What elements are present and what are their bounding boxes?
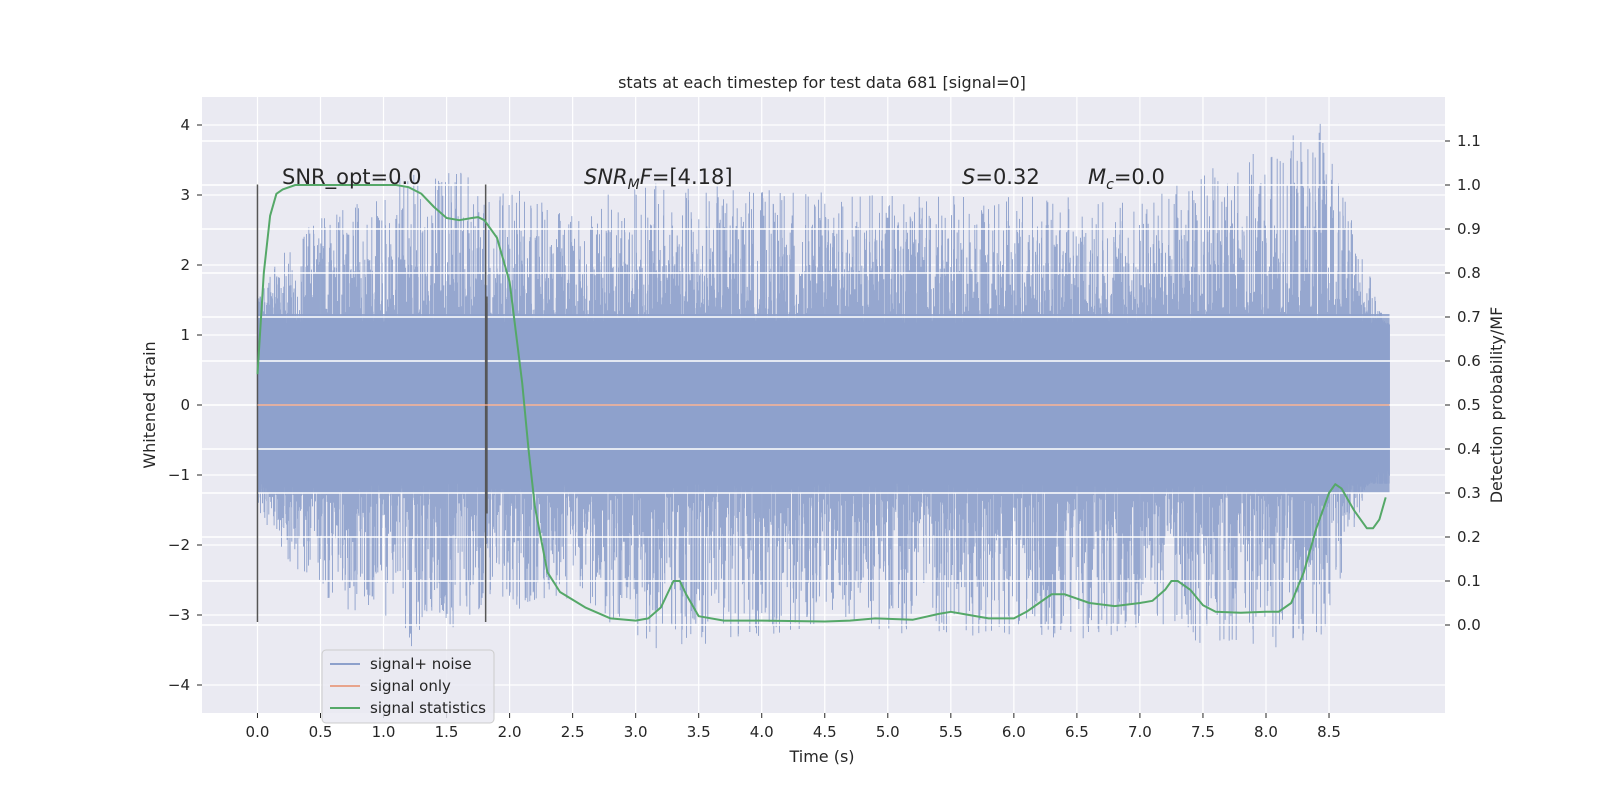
x-tick-label: 6.5	[1065, 723, 1089, 741]
x-tick-label: 7.5	[1191, 723, 1215, 741]
annotation-snr-mf: SNRMF=[4.18]	[584, 165, 733, 193]
tick-labels: 0.0 0.5 1.0 1.5 2.0 2.5 3.0 3.5 4.0 4.5 5.0 5.5 6.0 6…	[168, 116, 1481, 741]
y-left-tick-label: 1	[180, 326, 190, 344]
y-right-tick-label: 1.1	[1457, 132, 1481, 150]
y-right-tick-label: 0.8	[1457, 264, 1481, 282]
legend-box	[321, 649, 495, 724]
x-tick-label: 7.0	[1128, 723, 1152, 741]
x-tick-label: 8.0	[1254, 723, 1278, 741]
signal-statistics-series	[256, 184, 1387, 623]
x-tick-label: 2.0	[498, 723, 522, 741]
x-axis-label: Time (s)	[788, 747, 854, 766]
x-tick-label: 1.0	[372, 723, 396, 741]
y-axis-label-right: Detection probability/MF	[1487, 307, 1506, 504]
y-left-tick-label: 4	[180, 116, 190, 134]
y-left-tick-label: −3	[168, 606, 190, 624]
y-right-tick-label: 1.0	[1457, 176, 1481, 194]
x-tick-label: 3.0	[624, 723, 648, 741]
legend-label-signal: signal only	[370, 677, 451, 695]
legend-label-noise: signal+ noise	[370, 655, 472, 673]
y-axis-label-left: Whitened strain	[140, 341, 159, 468]
legend-label-statistics: signal statistics	[370, 699, 486, 717]
y-right-tick-label: 0.0	[1457, 616, 1481, 634]
y-left-tick-label: 2	[180, 256, 190, 274]
y-right-tick-label: 0.6	[1457, 352, 1481, 370]
y-right-tick-label: 0.4	[1457, 440, 1481, 458]
y-left-tick-label: −4	[168, 676, 190, 694]
annotation-snr-opt: SNR_opt=0.0	[282, 165, 422, 190]
annotation-s: S=0.32	[962, 165, 1040, 189]
y-right-tick-label: 0.2	[1457, 528, 1481, 546]
y-left-tick-label: −2	[168, 536, 190, 554]
annotation-mc: Mc=0.0	[1088, 165, 1165, 193]
y-right-tick-label: 0.7	[1457, 308, 1481, 326]
x-tick-label: 3.5	[687, 723, 711, 741]
x-tick-label: 2.5	[561, 723, 585, 741]
y-right-tick-label: 0.3	[1457, 484, 1481, 502]
x-tick-label: 5.0	[876, 723, 900, 741]
x-tick-label: 0.0	[246, 723, 270, 741]
x-tick-label: 8.5	[1317, 723, 1341, 741]
noise-series	[257, 123, 1390, 649]
y-left-tick-label: 3	[180, 186, 190, 204]
y-right-tick-label: 0.1	[1457, 572, 1481, 590]
x-tick-label: 1.5	[435, 723, 459, 741]
y-left-tick-label: −1	[168, 466, 190, 484]
x-tick-label: 4.0	[750, 723, 774, 741]
y-right-tick-label: 0.5	[1457, 396, 1481, 414]
x-tick-label: 0.5	[309, 723, 333, 741]
x-tick-label: 5.5	[939, 723, 963, 741]
y-right-tick-label: 0.9	[1457, 220, 1481, 238]
chart-title: stats at each timestep for test data 681…	[618, 73, 1026, 92]
x-tick-label: 6.0	[1002, 723, 1026, 741]
y-left-tick-label: 0	[180, 396, 190, 414]
legend: signal+ noise signal only signal statist…	[321, 649, 495, 724]
signal-statistics-line	[256, 184, 1387, 623]
x-tick-label: 4.5	[813, 723, 837, 741]
